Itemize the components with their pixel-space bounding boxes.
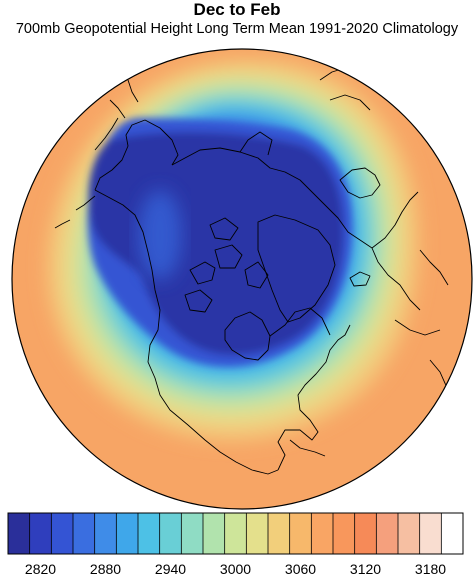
colorbar-swatch — [441, 513, 464, 554]
colorbar-swatch — [398, 513, 420, 554]
colorbar-swatch — [51, 513, 74, 554]
colorbar-swatch — [354, 513, 377, 554]
colorbar-tick-label: 2820 — [24, 561, 57, 577]
colorbar-tick-label: 3000 — [219, 561, 252, 577]
coastlines — [54, 67, 449, 475]
colorbar-swatch — [419, 513, 442, 554]
colorbar-swatch — [138, 513, 160, 554]
colorbar-swatch — [333, 513, 355, 554]
colorbar-swatch — [203, 513, 225, 554]
colorbar-swatch — [246, 513, 269, 554]
colorbar-swatch — [159, 513, 182, 554]
colorbar-swatch — [224, 513, 247, 554]
colorbar-swatch — [73, 513, 95, 554]
colorbar-swatch — [8, 513, 30, 554]
map-subtitle: 700mb Geopotential Height Long Term Mean… — [15, 21, 459, 37]
colorbar-tick-label: 3060 — [284, 561, 317, 577]
map-title: Dec to Feb — [193, 0, 281, 19]
colorbar-swatch — [29, 513, 52, 554]
colorbar-tick-label: 2880 — [89, 561, 122, 577]
colorbar-tick-label: 3180 — [414, 561, 447, 577]
globe-outline — [11, 48, 473, 510]
colorbar-swatch — [376, 513, 399, 554]
colorbar-tick-label: 3120 — [349, 561, 382, 577]
colorbar-tick-labels: 2820 2880 2940 3000 3060 3120 3180 — [0, 561, 474, 581]
colorbar-swatch — [311, 513, 334, 554]
colorbar-border — [7, 512, 464, 555]
colorbar — [7, 512, 464, 555]
colorbar-swatch — [289, 513, 312, 554]
colorbar-swatch — [94, 513, 117, 554]
colorbar-swatch — [181, 513, 204, 554]
colorbar-swatch — [268, 513, 290, 554]
colorbar-tick-label: 2940 — [154, 561, 187, 577]
colorbar-swatch — [116, 513, 139, 554]
